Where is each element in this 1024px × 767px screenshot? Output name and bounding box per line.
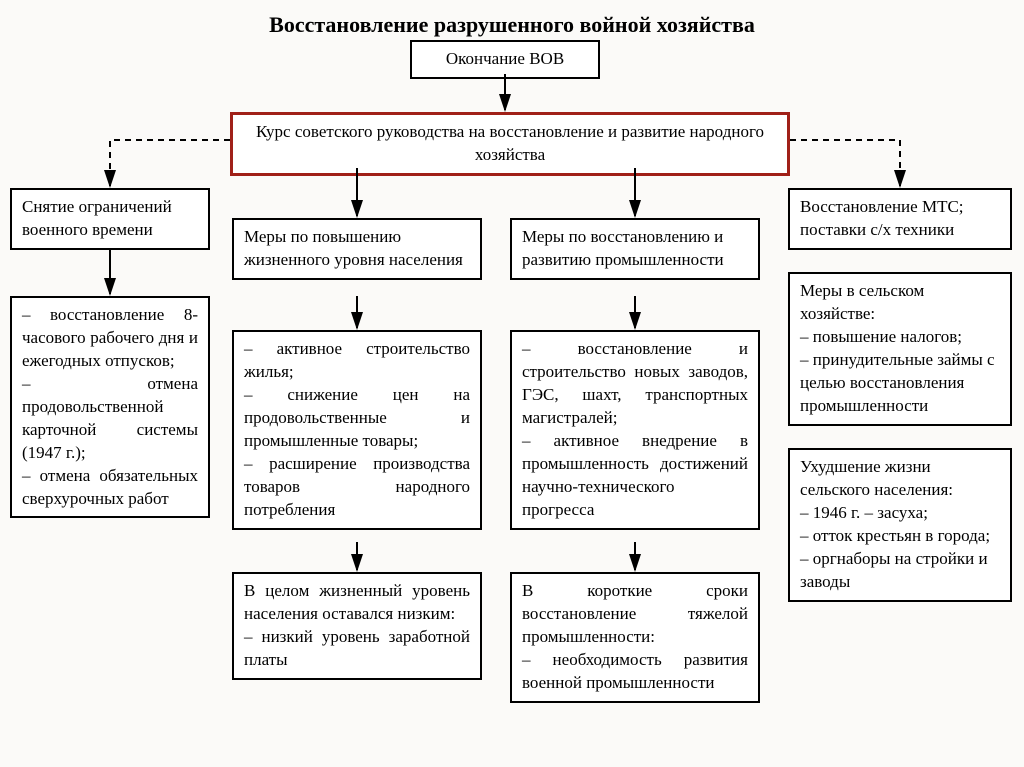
node-col3-head: Меры по восстановлению и развитию промыш… — [510, 218, 760, 280]
node-course: Курс советского руководства на восстанов… — [230, 112, 790, 176]
node-col2-head: Меры по повышению жизненного уровня насе… — [232, 218, 482, 280]
node-col1-body: – восстановление 8-часового рабочего дня… — [10, 296, 210, 518]
node-col2-foot: В целом жизненный уровень населения оста… — [232, 572, 482, 680]
node-col3-foot: В короткие сроки восстановление тяжелой … — [510, 572, 760, 703]
node-col4-bot: Ухудшение жизни сельского населения: – 1… — [788, 448, 1012, 602]
node-col4-top: Восстановление МТС; поставки с/х техники — [788, 188, 1012, 250]
diagram-title: Восстановление разрушенного войной хозяй… — [12, 12, 1012, 38]
node-col3-body: – восстановление и строительство новых з… — [510, 330, 760, 530]
node-col4-mid: Меры в сельском хозяйстве: – повышение н… — [788, 272, 1012, 426]
node-col2-body: – активное строительство жилья; – снижен… — [232, 330, 482, 530]
node-top: Окончание ВОВ — [410, 40, 600, 79]
node-col1-head: Снятие ограничений военного времени — [10, 188, 210, 250]
